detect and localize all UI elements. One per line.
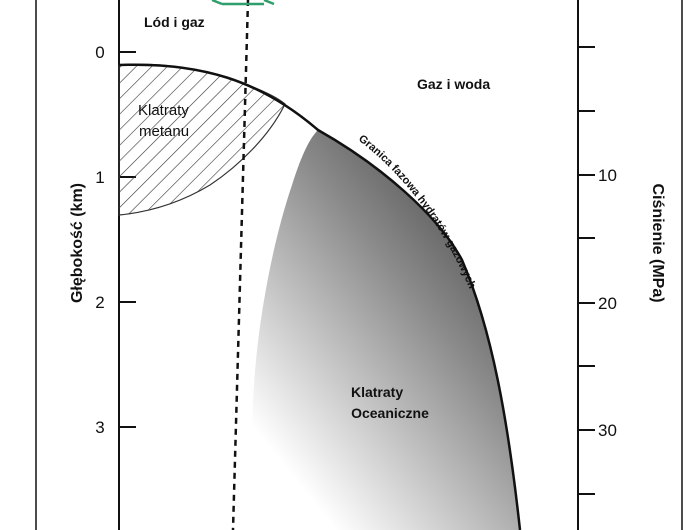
- depth-tick-label: 3: [95, 418, 104, 437]
- phase-boundary-curve: [118, 63, 522, 530]
- depth-axis-title: Głębokość (km): [69, 183, 86, 303]
- oceanic-clathrates-label: Klatraty Oceaniczne: [351, 384, 429, 421]
- depth-tick-label: 2: [95, 293, 104, 312]
- pressure-tick-label: 30: [598, 421, 617, 440]
- geotherm-dashed-line: [231, 0, 250, 530]
- pressure-axis-title: Ciśnienie (MPa): [649, 183, 666, 302]
- methane-clathrates-label: Klatraty metanu: [138, 102, 193, 140]
- oceanic-clathrates-zone: [252, 130, 520, 530]
- pressure-tick-label: 20: [598, 294, 617, 313]
- gas-water-label: Gaz i woda: [417, 76, 490, 92]
- pressure-tick-label: 10: [598, 166, 617, 185]
- depth-tick-label: 0: [95, 43, 104, 62]
- green-arrow: [211, 0, 275, 6]
- ice-gas-label: Lód i gaz: [144, 14, 205, 30]
- depth-tick-label: 1: [95, 168, 104, 187]
